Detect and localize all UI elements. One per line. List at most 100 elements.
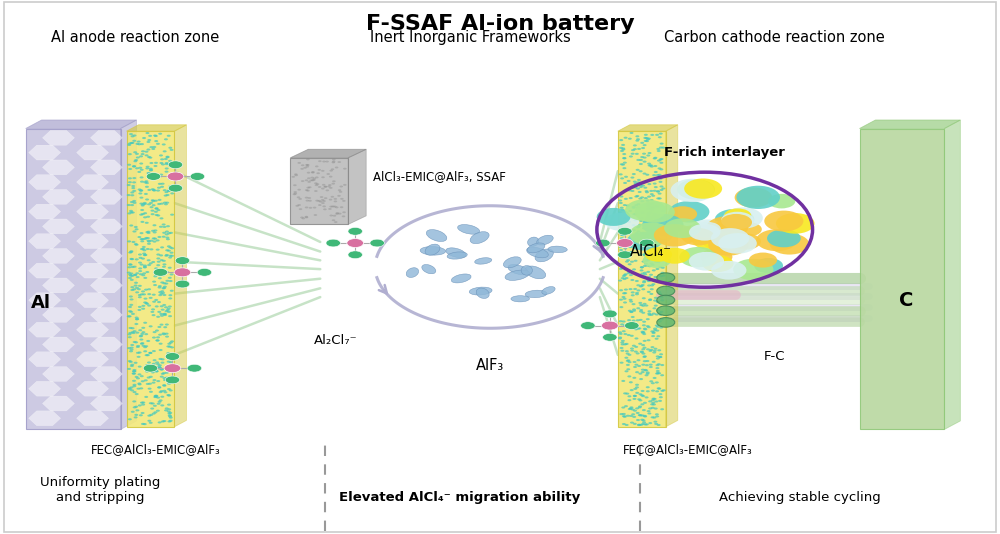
Circle shape	[309, 207, 312, 209]
Circle shape	[138, 294, 142, 296]
Circle shape	[135, 317, 139, 319]
Circle shape	[152, 224, 156, 226]
Circle shape	[643, 253, 647, 255]
Polygon shape	[29, 175, 61, 190]
Circle shape	[655, 367, 659, 369]
Circle shape	[141, 412, 145, 414]
Circle shape	[620, 150, 624, 152]
Circle shape	[143, 266, 147, 269]
Circle shape	[629, 406, 633, 409]
Circle shape	[650, 346, 654, 348]
Circle shape	[652, 242, 656, 245]
Circle shape	[636, 284, 640, 286]
Circle shape	[160, 396, 164, 398]
Circle shape	[165, 366, 169, 368]
Circle shape	[650, 403, 654, 405]
Circle shape	[161, 292, 165, 294]
Circle shape	[620, 324, 624, 326]
Ellipse shape	[537, 235, 553, 245]
Circle shape	[640, 285, 644, 287]
Circle shape	[642, 227, 646, 230]
Circle shape	[621, 148, 625, 151]
Circle shape	[166, 394, 170, 396]
Circle shape	[647, 204, 651, 206]
Circle shape	[343, 168, 347, 170]
Circle shape	[152, 190, 156, 192]
Circle shape	[669, 201, 709, 223]
Circle shape	[128, 310, 132, 312]
Circle shape	[733, 259, 773, 280]
Circle shape	[644, 140, 648, 142]
Circle shape	[154, 272, 158, 274]
Circle shape	[631, 153, 635, 155]
Circle shape	[168, 178, 172, 180]
Circle shape	[333, 215, 336, 217]
Circle shape	[652, 331, 656, 333]
Circle shape	[736, 186, 780, 209]
Circle shape	[132, 200, 136, 202]
Circle shape	[162, 384, 166, 386]
Circle shape	[128, 336, 132, 338]
Circle shape	[641, 185, 645, 187]
Circle shape	[662, 389, 666, 391]
Ellipse shape	[525, 266, 546, 279]
Circle shape	[144, 396, 148, 398]
Circle shape	[129, 211, 133, 214]
Circle shape	[146, 240, 150, 242]
Circle shape	[650, 203, 654, 205]
Polygon shape	[860, 120, 960, 129]
Circle shape	[159, 368, 163, 371]
Circle shape	[621, 277, 625, 279]
Circle shape	[647, 285, 651, 287]
Circle shape	[160, 246, 164, 248]
Circle shape	[768, 194, 795, 208]
Polygon shape	[121, 120, 137, 429]
Circle shape	[145, 371, 149, 373]
Circle shape	[630, 186, 634, 189]
Circle shape	[658, 167, 662, 169]
Circle shape	[652, 398, 656, 400]
Circle shape	[147, 376, 151, 379]
Circle shape	[621, 163, 625, 166]
Circle shape	[655, 325, 659, 327]
Circle shape	[139, 214, 143, 216]
Circle shape	[581, 321, 595, 329]
Circle shape	[637, 365, 641, 367]
Circle shape	[654, 186, 658, 188]
Circle shape	[325, 161, 329, 162]
Circle shape	[645, 190, 649, 192]
Circle shape	[627, 354, 631, 356]
Polygon shape	[42, 337, 74, 352]
Circle shape	[634, 328, 638, 331]
Circle shape	[128, 327, 132, 329]
Circle shape	[158, 176, 162, 178]
Circle shape	[652, 403, 656, 405]
Circle shape	[158, 366, 162, 368]
Circle shape	[133, 330, 137, 332]
Circle shape	[705, 222, 743, 241]
Circle shape	[658, 193, 662, 195]
Circle shape	[141, 150, 145, 152]
Circle shape	[163, 326, 167, 328]
Circle shape	[658, 181, 662, 183]
Circle shape	[139, 339, 143, 341]
Circle shape	[146, 148, 150, 151]
Circle shape	[656, 198, 660, 200]
Circle shape	[648, 211, 652, 214]
Polygon shape	[90, 248, 122, 263]
Circle shape	[658, 223, 662, 225]
Circle shape	[160, 158, 164, 160]
Circle shape	[625, 350, 629, 352]
Circle shape	[141, 213, 145, 215]
Circle shape	[156, 239, 160, 241]
Text: FEC@AlCl₃-EMIC@AlF₃: FEC@AlCl₃-EMIC@AlF₃	[623, 443, 753, 456]
Circle shape	[326, 173, 330, 175]
Circle shape	[143, 254, 147, 256]
Circle shape	[141, 203, 145, 206]
Circle shape	[655, 415, 659, 418]
Circle shape	[628, 246, 632, 248]
Circle shape	[331, 168, 334, 170]
Circle shape	[143, 364, 158, 372]
Circle shape	[168, 381, 172, 383]
Circle shape	[645, 174, 649, 176]
